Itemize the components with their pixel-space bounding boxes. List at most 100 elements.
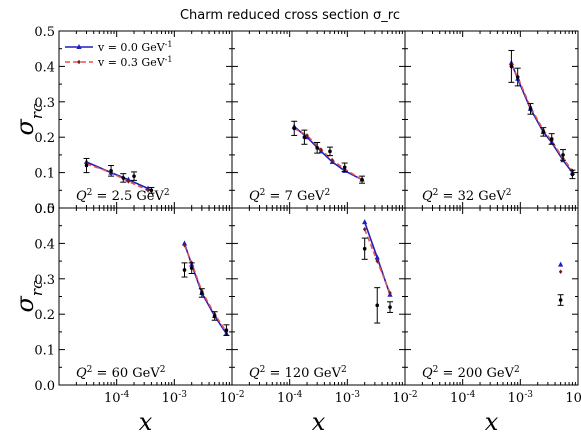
y-tick-label: 0.0 [34, 379, 55, 394]
series-line-v0 [183, 243, 228, 335]
panel-label: Q2 = 2.5 GeV2 [76, 188, 170, 204]
panel-label: Q2 = 200 GeV2 [422, 365, 520, 381]
y-tick-label: 0.2 [34, 131, 55, 146]
series-line-v03 [183, 244, 228, 333]
x-tick-label: 10-4 [104, 390, 130, 406]
series-marker-v0 [362, 219, 368, 225]
y-tick-label: 0.1 [34, 167, 55, 182]
data-point [292, 126, 297, 131]
data-point [149, 188, 154, 193]
panel-5: 10-4 10-3 10-2 Q2 = 120 GeV2 [231, 207, 418, 406]
data-point [388, 305, 392, 309]
chart-title: Charm reduced cross section σ_rc [180, 8, 400, 23]
panel-frame [58, 207, 233, 386]
x-tick-label: 10-2 [392, 390, 417, 406]
y-tick-label: 0.2 [34, 308, 55, 323]
data-point [561, 153, 565, 157]
panel-2: Q2 = 7 GeV2 [231, 30, 406, 209]
series-marker-v03 [375, 258, 380, 264]
x-axis-label: x [485, 408, 499, 436]
series-marker-v03 [182, 242, 187, 248]
legend-label: v = 0.3 GeV-1 [97, 55, 172, 70]
series-marker-v0 [125, 176, 132, 182]
data-point [109, 169, 113, 173]
series-line-v03 [86, 162, 149, 192]
series-marker-v03 [362, 227, 367, 232]
series-line-v0 [293, 125, 363, 181]
data-point [362, 246, 367, 251]
data-point [121, 176, 126, 180]
panel-6: 10-4 10-3 10-2 Q2 = 200 GeV2 [404, 207, 581, 406]
panel-frame [231, 30, 406, 209]
data-point [200, 291, 204, 295]
y-tick-label: 0.5 [34, 202, 55, 217]
panel-1: 0.0 0.1 0.2 0.3 0.4 0.5 Q2 = 2.5 GeV2 [34, 25, 233, 217]
series-marker-v0 [181, 240, 188, 246]
y-tick-label: 0.0 [34, 202, 55, 217]
data-point [360, 177, 364, 182]
panel-frame [231, 207, 406, 386]
panel-label: Q2 = 60 GeV2 [76, 365, 165, 381]
series-marker-v0 [374, 254, 380, 260]
panel-grid: 0.0 0.1 0.2 0.3 0.4 0.5 Q2 = 2.5 GeV2 Q2 = 7 Ge… [34, 25, 581, 406]
panel-label: Q2 = 7 GeV2 [249, 188, 330, 204]
data-point [541, 130, 546, 134]
series-marker-v03 [388, 290, 392, 296]
data-point [528, 107, 533, 111]
series-marker-v03 [126, 179, 131, 184]
series-marker-v03 [146, 188, 150, 193]
series-marker-v03 [558, 269, 563, 274]
data-point [189, 266, 194, 270]
data-point [315, 146, 319, 150]
x-tick-label: 10-3 [162, 390, 188, 406]
data-point [302, 135, 307, 139]
panel-4: 0.0 0.1 0.2 0.3 0.4 0.5 10-4 10-3 10-2 Q2 = 60 Ge… [34, 202, 244, 406]
data-point [84, 163, 89, 168]
data-point [549, 137, 554, 141]
data-point [570, 172, 575, 177]
y-axis-label: σrc [11, 103, 46, 136]
data-point [515, 75, 520, 79]
data-point [182, 268, 187, 272]
x-axis-label: x [312, 408, 326, 436]
y-tick-label: 0.3 [34, 96, 55, 111]
x-tick-label: 10-4 [277, 390, 303, 406]
legend: v = 0.0 GeV-1v = 0.3 GeV-1 [65, 40, 172, 70]
series-marker-v03 [330, 158, 335, 163]
legend-label: v = 0.0 GeV-1 [97, 40, 172, 55]
y-tick-label: 0.3 [34, 273, 55, 288]
series-marker-v03 [319, 147, 323, 152]
x-axis-label: x [139, 408, 153, 436]
data-point [342, 165, 347, 170]
y-tick-label: 0.4 [34, 60, 55, 75]
x-tick-label: 10-3 [508, 390, 534, 406]
x-tick-label: 10-2 [565, 390, 581, 406]
panel-3: Q2 = 32 GeV2 [404, 30, 579, 209]
x-tick-label: 10-3 [335, 390, 361, 406]
data-point [558, 298, 563, 302]
series-marker-v0 [558, 261, 564, 267]
data-point [224, 328, 229, 332]
panel-frame [404, 207, 579, 386]
panel-label: Q2 = 120 GeV2 [249, 365, 347, 381]
legend-marker [77, 59, 81, 65]
data-point [509, 64, 514, 69]
axis-labels: σrc σrc x x x [11, 103, 499, 436]
series-marker-v03 [305, 133, 309, 138]
x-tick-label: 10-2 [219, 390, 244, 406]
y-tick-label: 0.1 [34, 344, 55, 359]
data-point [212, 314, 217, 318]
data-point [132, 174, 136, 178]
y-tick-label: 0.5 [34, 25, 55, 40]
data-point [375, 303, 380, 308]
panel-label: Q2 = 32 GeV2 [422, 188, 511, 204]
panel-frame [404, 30, 579, 209]
y-tick-label: 0.4 [34, 237, 55, 252]
series-marker-v0 [145, 185, 151, 191]
data-point [328, 149, 332, 154]
x-tick-label: 10-4 [450, 390, 476, 406]
series-line-v03 [293, 127, 363, 181]
y-axis-label: σrc [11, 280, 46, 313]
legend-marker [76, 44, 82, 49]
